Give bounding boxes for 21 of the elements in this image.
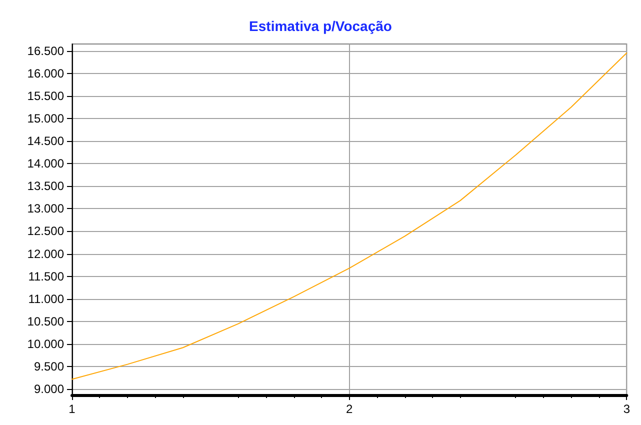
y-tick-label: 12.500 xyxy=(27,224,64,238)
chart-title: Estimativa p/Vocação xyxy=(249,18,392,34)
y-tick-label: 10.000 xyxy=(27,337,64,352)
y-tick-label: 14.000 xyxy=(27,156,64,171)
y-tick-label: 15.000 xyxy=(27,111,64,126)
y-tick-label: 13.000 xyxy=(27,202,64,216)
x-tick-label: 1 xyxy=(68,402,76,416)
y-tick-label: 9.000 xyxy=(34,382,64,396)
y-tick-label: 10.500 xyxy=(27,314,64,328)
y-tick-label: 11.000 xyxy=(28,292,64,306)
y-tick-label: 15.500 xyxy=(27,88,64,103)
y-tick-label: 16.000 xyxy=(27,66,64,80)
y-tick-label: 14.500 xyxy=(27,134,64,148)
y-tick-label: 9.500 xyxy=(34,360,64,374)
y-tick-label: 13.500 xyxy=(27,179,64,194)
y-tick-label: 16.500 xyxy=(27,44,64,58)
x-tick-label: 3 xyxy=(623,402,630,416)
y-tick-label: 11.500 xyxy=(28,269,64,284)
x-tick-label: 2 xyxy=(346,402,353,416)
y-tick-label: 12.000 xyxy=(27,246,64,261)
line-series xyxy=(72,52,628,380)
